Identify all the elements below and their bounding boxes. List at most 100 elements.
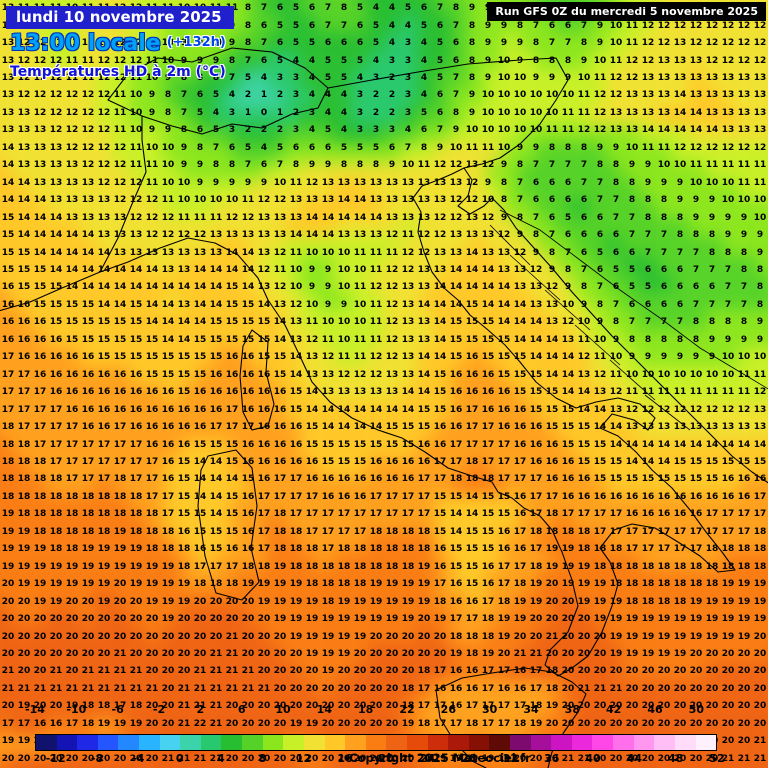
temp-value: 6: [580, 212, 588, 223]
temp-value: 15: [641, 474, 655, 485]
temp-cell-bg: [536, 439, 554, 459]
temp-value: 17: [673, 544, 687, 555]
temp-value: 20: [641, 753, 655, 764]
temp-value: 9: [580, 299, 588, 310]
temp-cell-bg: [587, 606, 605, 625]
temp-cell-bg: [468, 550, 486, 570]
temp-value: 18: [81, 526, 95, 537]
temp-value: 15: [33, 265, 47, 276]
temp-cell-bg: [400, 606, 418, 625]
temp-cell-bg: [112, 69, 130, 88]
temp-value: 16: [49, 718, 63, 729]
temp-cell-bg: [282, 124, 300, 144]
temp-cell-bg: [180, 569, 198, 588]
temp-value: 20: [369, 718, 383, 729]
temp-value: 21: [561, 753, 575, 764]
temp-value: 20: [273, 718, 287, 729]
temp-value: 17: [1, 718, 15, 729]
temp-value: 12: [689, 38, 703, 49]
temp-cell-bg: [333, 272, 351, 292]
temp-cell-bg: [282, 13, 300, 33]
temp-cell-bg: [350, 384, 368, 403]
temp-cell-bg: [723, 476, 741, 496]
temp-cell-bg: [638, 328, 656, 347]
temp-value: 10: [673, 160, 687, 171]
temp-value: 14: [33, 212, 47, 223]
temp-cell-bg: [350, 439, 368, 459]
temp-cell-bg: [112, 272, 130, 292]
temp-cell-bg: [587, 421, 605, 440]
temp-value: 20: [33, 753, 47, 764]
temp-cell-bg: [214, 161, 232, 181]
temp-value: 20: [593, 666, 607, 677]
temp-cell-bg: [689, 606, 707, 625]
temp-cell-bg: [723, 32, 741, 51]
temp-value: 5: [372, 38, 380, 49]
temp-value: 18: [625, 596, 639, 607]
temp-value: 13: [49, 160, 63, 171]
temp-value: 12: [593, 90, 607, 101]
temp-cell-bg: [180, 476, 198, 496]
temp-value: 21: [737, 753, 751, 764]
temp-cell-bg: [655, 439, 673, 459]
temp-cell-bg: [350, 309, 368, 329]
temp-value: 17: [577, 509, 591, 520]
temp-value: 20: [705, 753, 719, 764]
temp-value: 9: [708, 334, 716, 345]
temp-value: 8: [548, 55, 556, 66]
temp-cell-bg: [95, 291, 113, 310]
temp-cell-bg: [333, 87, 351, 107]
temp-cell-bg: [604, 161, 622, 181]
temp-value: 16: [1, 299, 15, 310]
temp-cell-bg: [350, 402, 368, 422]
temp-cell-bg: [78, 328, 96, 347]
temp-cell-bg: [519, 32, 537, 51]
temp-cell-bg: [553, 513, 571, 533]
temp-value: 20: [753, 718, 767, 729]
temp-value: 10: [721, 177, 735, 188]
temp-value: 20: [385, 631, 399, 642]
temp-value: 7: [548, 230, 556, 241]
temp-value: 13: [161, 265, 175, 276]
temp-value: 6: [676, 282, 684, 293]
temp-value: 18: [17, 491, 31, 502]
temp-cell-bg: [655, 106, 673, 125]
temp-value: 18: [337, 561, 351, 572]
temp-value: 15: [257, 334, 271, 345]
temp-value: 17: [593, 526, 607, 537]
temp-value: 9: [724, 334, 732, 345]
temp-cell-bg: [757, 476, 768, 496]
temp-value: 16: [513, 666, 527, 677]
temp-cell-bg: [163, 328, 181, 347]
temp-cell-bg: [231, 587, 249, 607]
temp-value: 17: [81, 457, 95, 468]
temp-cell-bg: [723, 309, 741, 329]
temp-cell-bg: [214, 495, 232, 514]
temp-cell-bg: [180, 606, 198, 625]
temp-value: 14: [305, 212, 319, 223]
temp-cell-bg: [129, 587, 147, 607]
temp-value: 18: [97, 526, 111, 537]
temp-value: 16: [145, 404, 159, 415]
temp-value: 7: [548, 160, 556, 171]
temp-cell-bg: [519, 384, 537, 403]
temp-value: 14: [81, 282, 95, 293]
temp-cell-bg: [146, 421, 164, 440]
colorbar-segment: [530, 735, 552, 750]
temp-value: 20: [593, 631, 607, 642]
temp-value: 14: [513, 334, 527, 345]
temp-value: 19: [545, 701, 559, 712]
temp-cell-bg: [723, 458, 741, 477]
temp-cell-bg: [536, 217, 554, 236]
temp-cell-bg: [384, 458, 401, 477]
temp-value: 16: [81, 352, 95, 363]
temp-cell-bg: [553, 569, 571, 588]
temp-value: 15: [481, 509, 495, 520]
temp-value: 11: [753, 160, 767, 171]
temp-cell-bg: [621, 254, 639, 273]
temp-value: 10: [289, 265, 303, 276]
temp-cell-bg: [146, 124, 164, 144]
temp-value: 5: [436, 38, 444, 49]
